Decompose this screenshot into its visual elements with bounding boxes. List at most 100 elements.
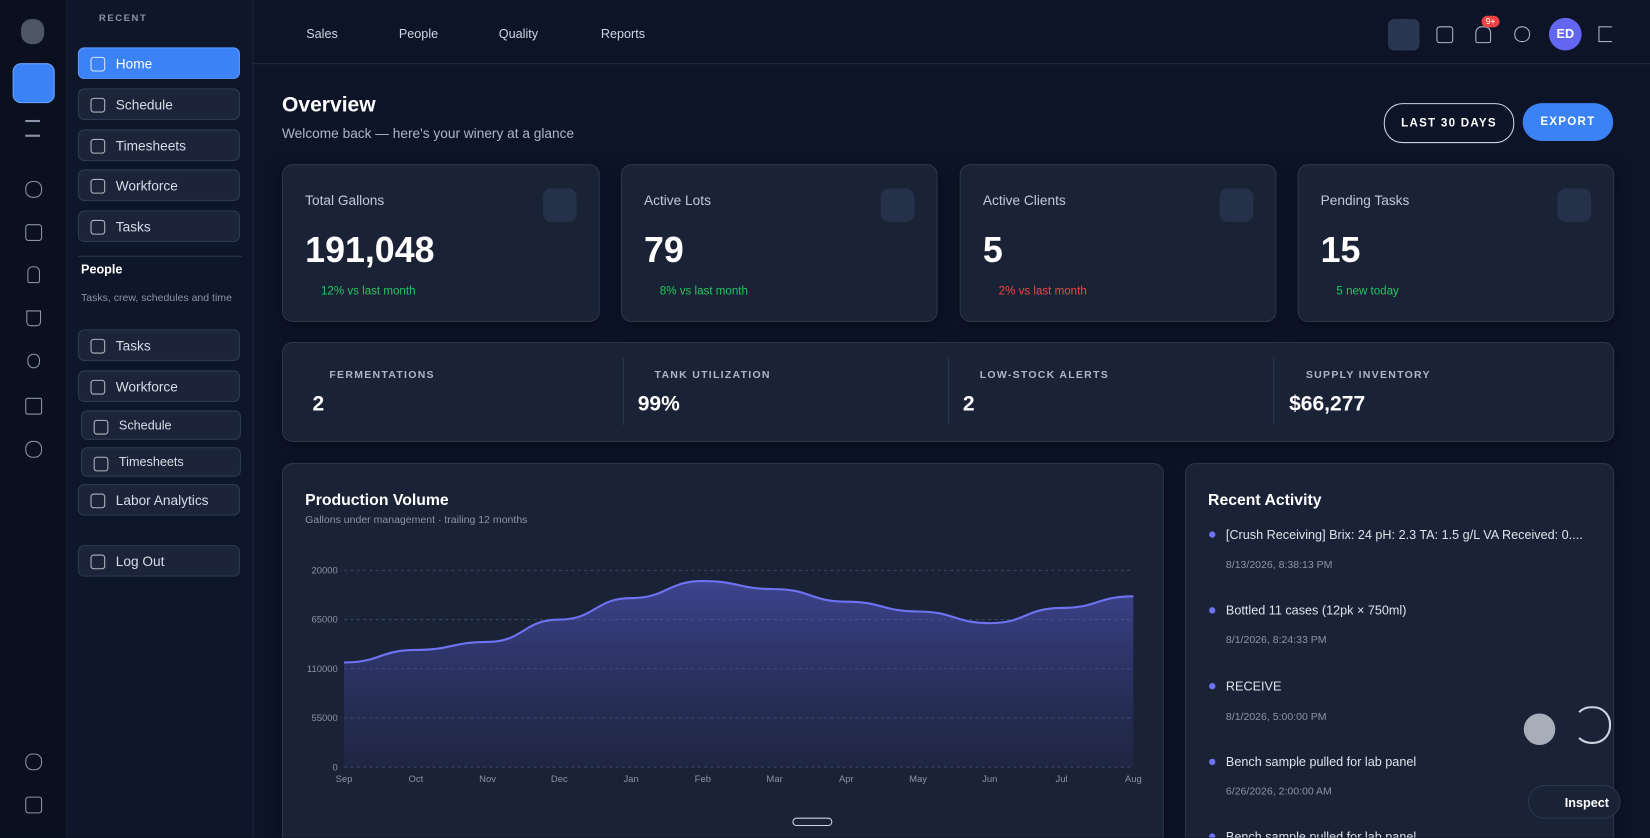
- x-tick-label: Jul: [1056, 774, 1068, 785]
- chart: 0 55000 110000 65000 20000 Sep Oct Nov Dec Jan Feb…: [307, 566, 1142, 785]
- rail-icon[interactable]: [26, 310, 42, 327]
- bullet: [1209, 833, 1216, 838]
- avatar[interactable]: ED: [1548, 17, 1582, 51]
- label: Timesheets: [118, 454, 184, 470]
- divider: [77, 255, 243, 257]
- page-subtitle: Welcome back — here's your winery at a g…: [282, 125, 575, 142]
- kpi-card: Active Clients 5 2% vs last month: [959, 164, 1277, 323]
- rail-icon[interactable]: [27, 266, 40, 284]
- collapse-icon[interactable]: [25, 796, 43, 814]
- kpi-label: Active Clients: [982, 192, 1066, 209]
- kpi-value: 79: [644, 230, 684, 271]
- activity-text: Bench sample pulled for lab panel: [1225, 829, 1417, 838]
- y-tick-label: 20000: [311, 566, 337, 577]
- kpi-value: 5: [982, 230, 1003, 271]
- stat-label: LOW-STOCK ALERTS: [979, 369, 1110, 381]
- kpi-value: 191,048: [305, 230, 435, 271]
- logout-button[interactable]: Log Out: [77, 545, 240, 577]
- x-tick-label: Apr: [839, 774, 854, 785]
- x-tick-label: Jun: [982, 774, 997, 785]
- chart-subtitle: Gallons under management · trailing 12 m…: [305, 514, 528, 527]
- rail-icon[interactable]: [25, 119, 40, 137]
- top-bar: Sales People Quality Reports 9+ ED: [253, 0, 1650, 65]
- inspect-button[interactable]: Inspect: [1527, 785, 1621, 819]
- y-tick-label: 0: [333, 762, 338, 773]
- nav-quality[interactable]: Quality: [498, 26, 539, 42]
- rail-icon[interactable]: [25, 397, 43, 415]
- label: Log Out: [115, 552, 165, 569]
- kpi-icon: [542, 188, 577, 223]
- label: Workforce: [115, 177, 178, 194]
- rail-icon[interactable]: [25, 180, 43, 198]
- label: Tasks: [115, 218, 151, 235]
- activity-time: 8/1/2026, 5:00:00 PM: [1225, 711, 1327, 723]
- stat-value: 2: [312, 392, 325, 416]
- nav-button[interactable]: Labor Analytics: [77, 484, 240, 516]
- activity-time: 8/1/2026, 8:24:33 PM: [1225, 634, 1327, 647]
- nav-button[interactable]: Tasks: [77, 210, 240, 243]
- label: Workforce: [115, 378, 178, 395]
- kpi-icon: [1219, 188, 1254, 223]
- rail-icon[interactable]: [25, 440, 43, 458]
- notification-badge: 9+: [1481, 15, 1500, 28]
- kpi-value: 15: [1320, 230, 1361, 271]
- kpi-label: Active Lots: [644, 192, 711, 209]
- stat-label: TANK UTILIZATION: [654, 369, 771, 381]
- section-title: People: [81, 262, 123, 277]
- x-tick-label: Jan: [623, 774, 638, 785]
- nav-people[interactable]: People: [398, 26, 439, 42]
- recent-label: RECENT: [98, 12, 148, 24]
- kpi-card: Total Gallons 191,048 12% vs last month: [282, 164, 600, 323]
- stat-value: 99%: [637, 392, 680, 416]
- nav-button[interactable]: Workforce: [77, 370, 240, 402]
- kpi-trend: 5 new today: [1336, 285, 1399, 298]
- nav-button[interactable]: Schedule: [77, 88, 240, 120]
- bullet: [1209, 758, 1216, 766]
- nav-button[interactable]: Timesheets: [81, 447, 241, 477]
- range-button[interactable]: LAST 30 DAYS: [1383, 103, 1515, 144]
- x-tick-label: Aug: [1125, 774, 1142, 785]
- page-title: Overview: [282, 93, 376, 117]
- bullet: [1209, 682, 1216, 690]
- nav-button[interactable]: Home: [77, 47, 240, 79]
- export-button[interactable]: EXPORT: [1522, 103, 1614, 142]
- label: Timesheets: [115, 137, 186, 154]
- divider: [1273, 357, 1275, 426]
- scroll-handle[interactable]: [792, 817, 833, 827]
- spinner: [1573, 706, 1612, 744]
- nav-button[interactable]: Schedule: [81, 410, 241, 440]
- nav-button[interactable]: Timesheets: [77, 129, 240, 162]
- nav-button[interactable]: Workforce: [77, 169, 240, 201]
- ai-button[interactable]: [1436, 26, 1454, 44]
- icon-rail: [0, 0, 68, 838]
- activity-text: Bottled 11 cases (12pk × 750ml): [1225, 602, 1407, 618]
- stat-value: $66,277: [1289, 392, 1366, 416]
- kpi-icon: [1557, 188, 1592, 223]
- section-subtitle: Tasks, crew, schedules and time: [81, 292, 232, 305]
- activity-text: Bench sample pulled for lab panel: [1225, 754, 1417, 770]
- mic-button[interactable]: [1523, 713, 1556, 746]
- home-icon[interactable]: [12, 63, 55, 104]
- rail-icon[interactable]: [25, 224, 43, 241]
- activity-time: 6/26/2026, 2:00:00 AM: [1225, 786, 1332, 798]
- chart-title: Production Volume: [305, 491, 449, 510]
- signout-button[interactable]: [1598, 26, 1613, 43]
- x-tick-label: Oct: [408, 774, 423, 785]
- divider: [948, 357, 950, 426]
- notifications-button[interactable]: [1475, 26, 1492, 44]
- nav-reports[interactable]: Reports: [600, 26, 646, 42]
- nav-sales[interactable]: Sales: [306, 26, 338, 42]
- kpi-card: Active Lots 79 8% vs last month: [620, 164, 938, 323]
- search-button[interactable]: [1387, 18, 1420, 51]
- x-tick-label: Feb: [695, 774, 711, 785]
- label: Schedule: [115, 96, 173, 113]
- area: [344, 581, 1134, 768]
- settings-icon[interactable]: [25, 753, 43, 771]
- activity-text: [Crush Receiving] Brix: 24 pH: 2.3 TA: 1…: [1225, 527, 1583, 542]
- settings-button[interactable]: [1514, 26, 1531, 43]
- rail-icon[interactable]: [27, 353, 40, 369]
- label: Home: [115, 55, 153, 72]
- nav-button[interactable]: Tasks: [77, 329, 240, 361]
- bullet: [1209, 531, 1216, 538]
